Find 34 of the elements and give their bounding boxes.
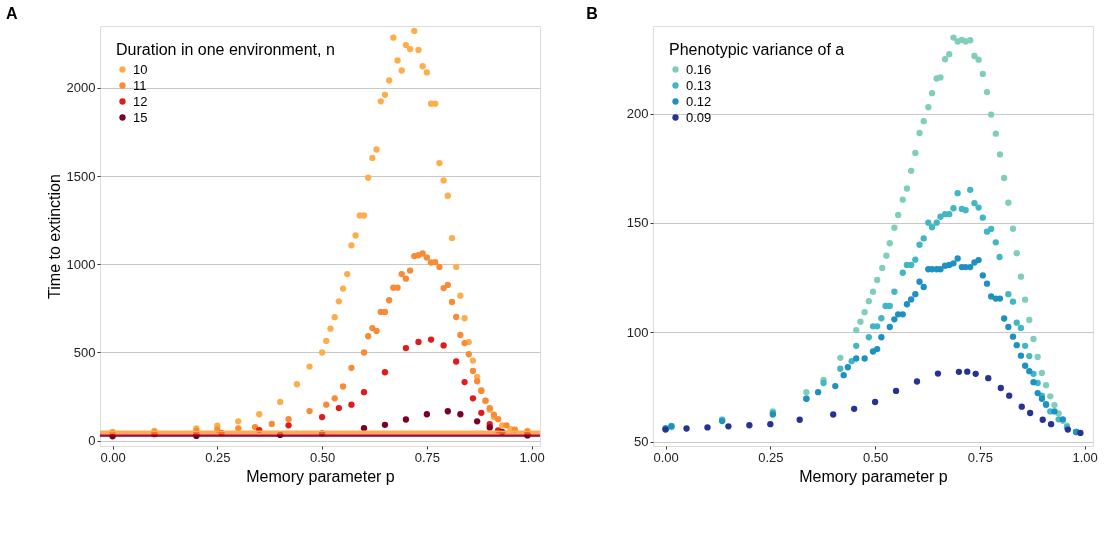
legend-label: 0.12 [686, 93, 712, 109]
legend-title: Phenotypic variance of a [669, 41, 845, 58]
legend-title: Duration in one environment, n [116, 41, 335, 58]
x-tick-label: 1.00 [1072, 449, 1098, 465]
y-tick-label: 100 [626, 324, 649, 340]
y-tick-label: 500 [73, 344, 96, 360]
y-axis-title: Time to extinction [45, 174, 63, 299]
legend-label: 11 [133, 77, 147, 93]
y-tick-label: 50 [634, 434, 649, 450]
x-tick-label: 0.75 [414, 449, 441, 465]
chart-title: B [586, 5, 598, 22]
y-tick-label: 1000 [66, 256, 96, 272]
x-tick-label: 0.75 [967, 449, 994, 465]
legend-label: 12 [133, 93, 148, 109]
legend-label: 10 [133, 61, 148, 77]
legend-label: 0.16 [686, 61, 712, 77]
x-tick-label: 0.25 [758, 449, 784, 465]
x-axis-title: Memory parameter p [246, 467, 395, 485]
legend-label: 0.13 [686, 77, 712, 93]
y-tick-label: 0 [88, 433, 96, 449]
y-tick-label: 200 [626, 106, 649, 121]
x-axis-title: Memory parameter p [799, 467, 948, 485]
legend-label: 0.09 [686, 109, 712, 125]
x-tick-label: 0.00 [653, 449, 679, 465]
chart-title: A [6, 5, 19, 22]
x-tick-label: 0.25 [205, 449, 231, 465]
x-tick-label: 1.00 [519, 449, 545, 465]
y-tick-label: 2000 [66, 80, 96, 96]
x-tick-label: 0.50 [862, 449, 889, 465]
x-tick-label: 0.00 [100, 449, 126, 465]
x-tick-label: 0.50 [309, 449, 336, 465]
y-tick-label: 1500 [66, 168, 96, 184]
y-tick-label: 150 [626, 215, 649, 231]
legend-label: 15 [133, 109, 148, 125]
